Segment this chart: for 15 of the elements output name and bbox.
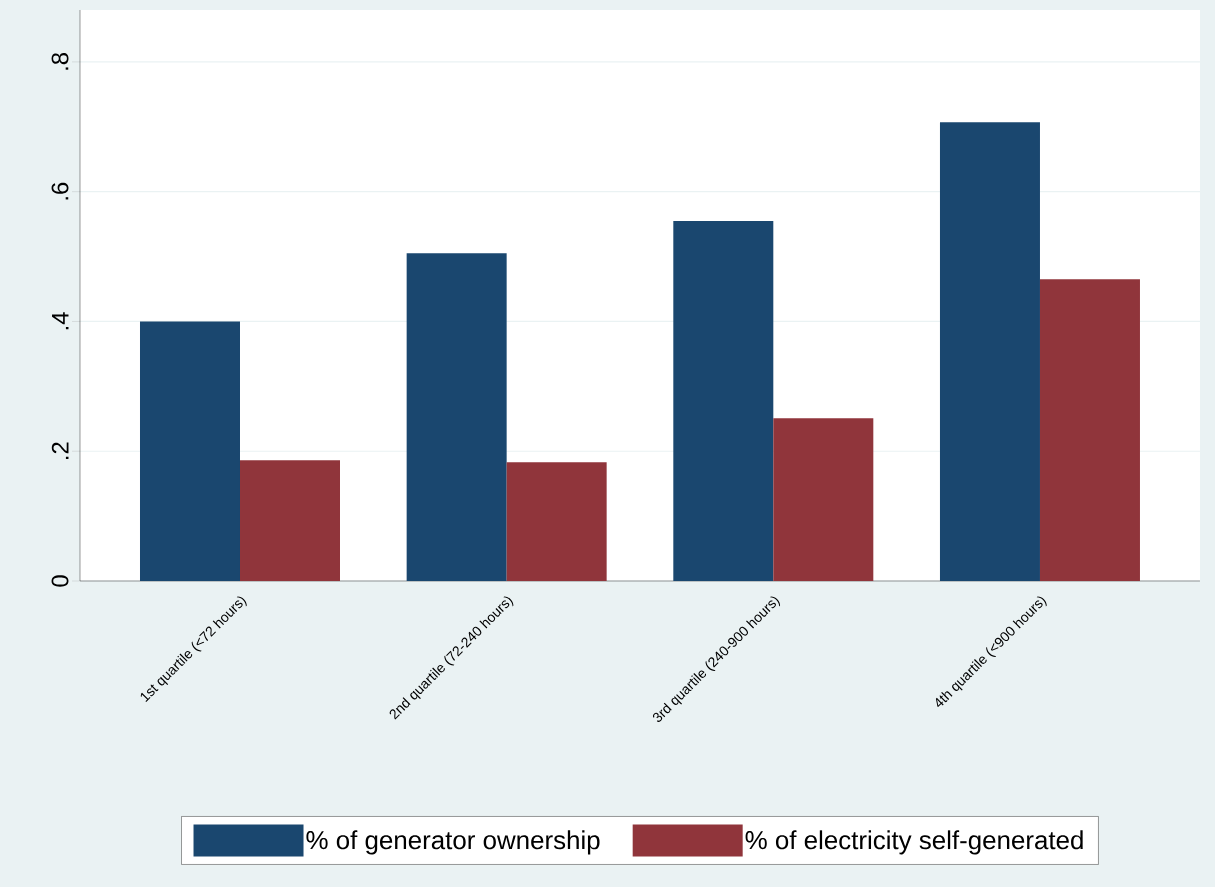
- bar: [506, 462, 607, 581]
- legend-label: % of electricity self-generated: [745, 830, 1083, 855]
- y-tick-label: .4: [52, 312, 69, 330]
- bar: [1039, 279, 1140, 581]
- bar: [673, 220, 774, 581]
- bar: [773, 418, 874, 581]
- bar: [240, 460, 340, 581]
- bar: [139, 321, 240, 581]
- bar: [406, 253, 507, 581]
- bar: [939, 122, 1040, 581]
- legend-label: % of generator ownership: [306, 830, 600, 855]
- y-tick-label: .8: [51, 52, 69, 70]
- y-tick-label: .6: [51, 182, 69, 200]
- y-tick-label: 0: [51, 575, 69, 587]
- y-tick-label: .2: [51, 442, 69, 460]
